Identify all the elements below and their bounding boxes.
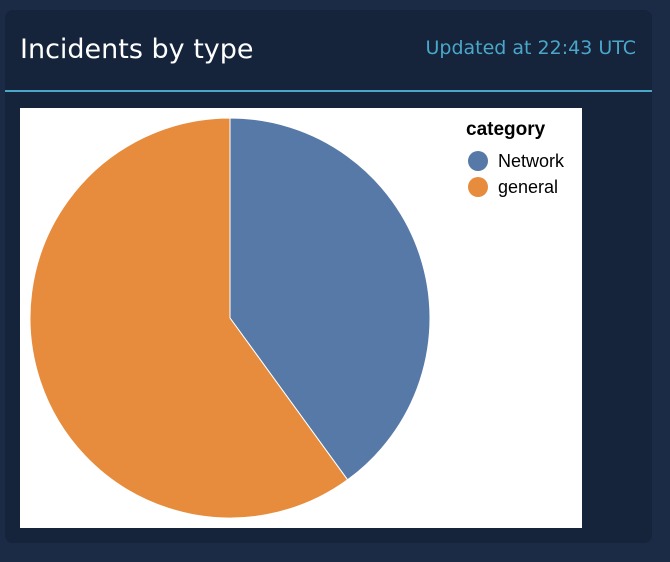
legend-label-general: general bbox=[498, 177, 558, 197]
legend-title: category bbox=[466, 119, 546, 140]
pie-chart: category Network general bbox=[29, 117, 565, 519]
panel-title: Incidents by type bbox=[20, 34, 254, 65]
updated-timestamp: Updated at 22:43 UTC bbox=[425, 37, 636, 59]
chart-area: category Network general bbox=[20, 108, 582, 528]
legend-swatch-general bbox=[468, 177, 488, 197]
legend: category Network general bbox=[466, 119, 565, 197]
pie-slice-general[interactable] bbox=[29, 117, 349, 519]
legend-label-network: Network bbox=[498, 151, 565, 171]
pie-slices bbox=[29, 117, 431, 519]
dashboard-panel: Incidents by type Updated at 22:43 UTC c… bbox=[5, 10, 652, 543]
legend-swatch-network bbox=[468, 151, 488, 171]
panel-header: Incidents by type Updated at 22:43 UTC bbox=[5, 10, 652, 92]
pie-slice-network[interactable] bbox=[229, 117, 431, 481]
